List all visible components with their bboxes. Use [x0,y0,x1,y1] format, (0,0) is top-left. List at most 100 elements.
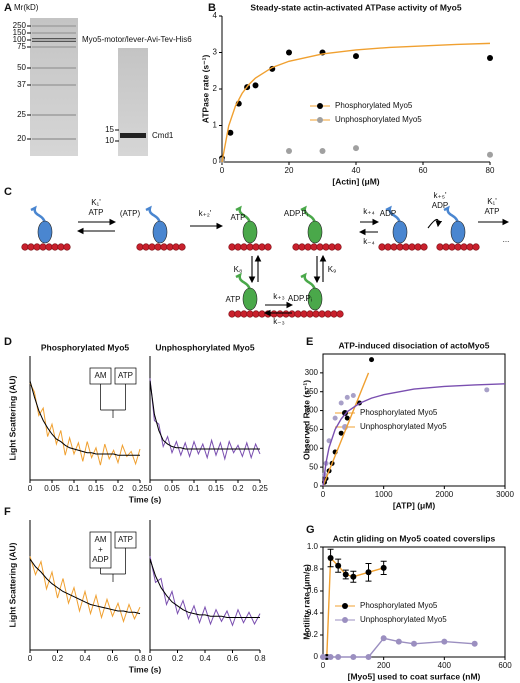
data-point [365,654,372,660]
myosin-lever [300,205,317,224]
x-tick-label: 60 [419,166,428,175]
actin [472,243,480,251]
x-axis-label: Time (s) [129,664,162,674]
panel-letter: A [4,2,12,14]
inset-label: ATP [118,535,133,544]
panel-letter: E [306,336,313,348]
actin [294,310,302,318]
data-point [335,562,342,569]
actin [57,243,65,251]
x-tick-label: 0.15 [208,484,224,493]
gel-band [32,32,76,34]
x-tick-label: 0.15 [88,484,104,493]
chart-title: ATP-induced disociation of actoMyo5 [339,340,490,350]
y-tick-label: 0 [314,481,319,490]
y-tick-label: 0.6 [307,586,319,595]
inset-label: ADP [92,555,108,564]
diagram-label: K₉ [328,265,337,274]
plot-frame [322,546,506,658]
marker-label: 50 [17,63,26,72]
marker-label: 250 [13,21,27,30]
x-tick-label: 0.05 [44,484,60,493]
marker-label: 37 [17,80,26,89]
x-tick-label: 0 [321,490,326,499]
gel-band [32,39,76,41]
data-point [286,148,292,155]
legend-label: Unphosphorylated Myo5 [335,115,422,124]
gel-band [32,67,76,69]
data-point [353,145,359,152]
actin [420,243,428,251]
y-tick-label: 100 [305,443,319,452]
actin [234,243,242,251]
gel-band [32,46,76,48]
x-tick-label: 0.8 [134,654,146,663]
data-point [320,654,326,660]
actin [436,243,444,251]
plot-frame [322,353,506,487]
x-tick-label: 0.2 [52,654,64,663]
y-tick-label: 150 [305,425,319,434]
y-tick-label: 4 [213,11,218,20]
x-tick-label: 0.6 [107,654,119,663]
x-axis-label: [Actin] (μM) [332,176,379,186]
data-point [335,654,342,660]
series-line [323,637,475,658]
y-tick-label: 0.8 [307,564,319,573]
data-point [484,387,490,393]
actin [252,310,260,318]
actin [300,310,308,318]
x-tick-label: 0.1 [188,484,200,493]
myosin-head [37,220,53,244]
data-point [286,49,292,56]
myosin-lever [145,205,162,224]
marker-label: 100 [13,35,27,44]
x-tick-label: 2000 [435,490,453,499]
diagram-label: k₊₄ [363,207,375,216]
data-point [365,569,372,576]
x-tick-label: 0 [28,654,33,663]
actin [310,243,318,251]
actin [234,310,242,318]
gel-band [32,138,76,140]
actin [160,243,168,251]
series-line [29,556,141,624]
x-tick-label: 0.2 [112,484,124,493]
myosin-head [242,287,258,311]
series-line [149,378,261,461]
actin [172,243,180,251]
data-point [252,82,259,89]
y-tick-label: 1 [213,121,218,130]
data-point [327,654,334,660]
actin [328,243,336,251]
legend-label: Phosphorylated Myo5 [335,101,413,110]
actin [322,243,330,251]
data-point [319,148,326,155]
data-point [487,151,493,158]
actin [448,243,456,251]
y-axis-label: Motility rate (μm/s) [301,564,311,640]
chart-title: Actin gliding on Myo5 coated coverslips [333,533,496,543]
data-point [395,638,402,645]
myosin-lever [300,272,317,291]
x-tick-label: 0.25 [252,484,268,493]
x-tick-label: 0.25 [132,484,148,493]
actin [304,243,312,251]
series-line [149,556,261,627]
actin [228,243,236,251]
x-tick-label: 0 [321,661,326,670]
marker-label: 20 [17,134,26,143]
actin [45,243,53,251]
chart-title: Unphosphorylated Myo5 [155,342,254,352]
arrow [427,218,443,229]
actin [148,243,156,251]
actin [460,243,468,251]
data-point [350,392,356,398]
diagram-label: ADP [380,209,396,218]
legend-marker [342,617,348,623]
x-tick-label: 0.05 [164,484,180,493]
y-axis-label: Light Scattering (AU) [7,542,17,627]
data-point [471,640,478,647]
data-point [353,53,359,60]
series-line [322,383,506,487]
